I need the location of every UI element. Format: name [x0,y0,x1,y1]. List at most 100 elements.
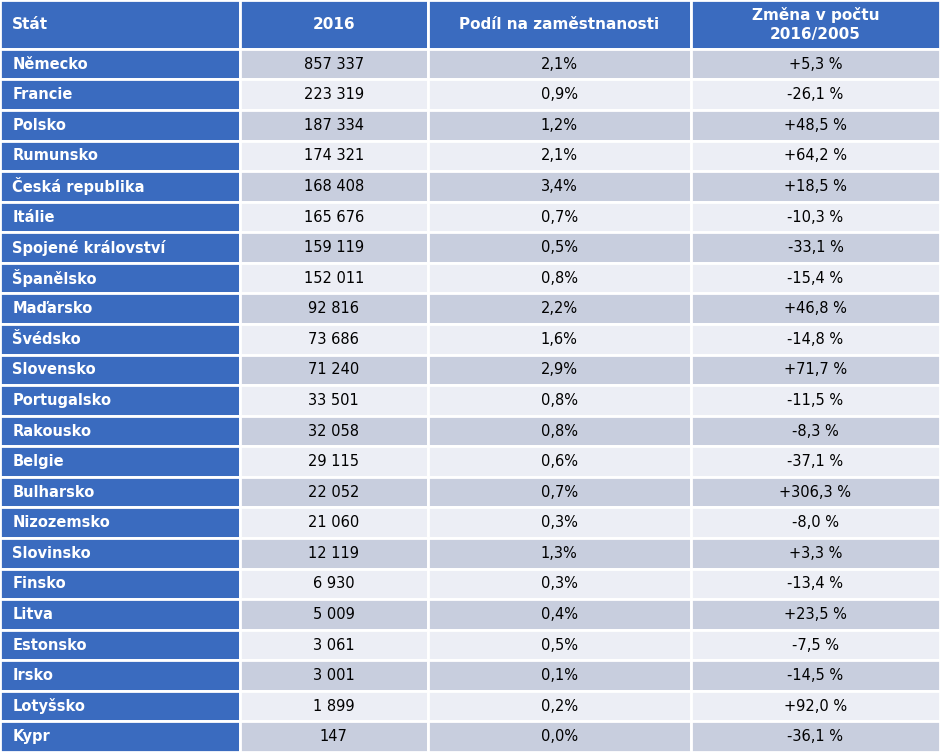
Text: Itálie: Itálie [12,210,55,225]
Text: +3,3 %: +3,3 % [789,546,842,561]
Text: 1,6%: 1,6% [540,332,578,347]
Bar [240,0,428,49]
Text: 2,2%: 2,2% [540,302,578,317]
Text: 0,2%: 0,2% [540,699,578,714]
Bar [240,569,428,599]
Text: 0,8%: 0,8% [540,393,578,408]
Bar [691,569,940,599]
Bar [0,324,240,355]
Bar [691,385,940,416]
Text: -8,3 %: -8,3 % [792,423,838,438]
Bar [691,293,940,324]
Bar [691,202,940,232]
Text: 2,9%: 2,9% [540,362,578,378]
Text: 168 408: 168 408 [304,179,364,194]
Bar [691,49,940,80]
Bar [0,385,240,416]
Bar [691,446,940,477]
Bar [240,232,428,263]
Text: Změna v počtu
2016/2005: Změna v počtu 2016/2005 [752,8,879,42]
Text: -15,4 %: -15,4 % [788,271,843,286]
Bar [691,232,940,263]
Text: Belgie: Belgie [12,454,64,469]
Bar [240,141,428,171]
Bar [0,80,240,110]
Text: -26,1 %: -26,1 % [788,87,843,102]
Bar [240,508,428,538]
Text: 223 319: 223 319 [304,87,364,102]
Bar [0,0,240,49]
Bar [691,508,940,538]
Bar [240,721,428,752]
Bar [428,141,691,171]
Bar [240,49,428,80]
Bar [428,80,691,110]
Bar [0,171,240,202]
Text: 33 501: 33 501 [308,393,359,408]
Text: +18,5 %: +18,5 % [784,179,847,194]
Bar [0,691,240,721]
Text: 5 009: 5 009 [313,607,354,622]
Text: -14,5 %: -14,5 % [788,668,843,683]
Bar [240,293,428,324]
Text: Švédsko: Švédsko [12,332,81,347]
Text: 857 337: 857 337 [304,56,364,71]
Bar [691,355,940,385]
Bar [240,202,428,232]
Text: 3 001: 3 001 [313,668,354,683]
Text: Maďarsko: Maďarsko [12,302,92,317]
Text: Portugalsko: Portugalsko [12,393,111,408]
Bar [0,141,240,171]
Bar [428,569,691,599]
Bar [428,599,691,629]
Text: 165 676: 165 676 [304,210,364,225]
Text: -13,4 %: -13,4 % [788,576,843,591]
Text: -36,1 %: -36,1 % [788,729,843,744]
Text: -8,0 %: -8,0 % [792,515,839,530]
Bar [240,171,428,202]
Bar [0,538,240,569]
Text: 22 052: 22 052 [308,484,359,499]
Bar [0,263,240,293]
Text: Německo: Německo [12,56,87,71]
Bar [428,416,691,446]
Bar [0,721,240,752]
Bar [691,324,940,355]
Bar [691,80,940,110]
Text: 187 334: 187 334 [304,118,364,133]
Text: 0,0%: 0,0% [540,729,578,744]
Bar [428,263,691,293]
Text: 0,3%: 0,3% [540,515,578,530]
Bar [0,660,240,691]
Bar [0,508,240,538]
Text: 2,1%: 2,1% [540,148,578,163]
Bar [240,80,428,110]
Bar [691,538,940,569]
Text: 21 060: 21 060 [308,515,359,530]
Text: 0,5%: 0,5% [540,240,578,255]
Bar [691,171,940,202]
Bar [0,293,240,324]
Text: +64,2 %: +64,2 % [784,148,847,163]
Bar [240,477,428,508]
Text: Bulharsko: Bulharsko [12,484,94,499]
Text: 0,9%: 0,9% [540,87,578,102]
Bar [240,110,428,141]
Text: Slovinsko: Slovinsko [12,546,91,561]
Text: 6 930: 6 930 [313,576,354,591]
Bar [428,385,691,416]
Bar [428,202,691,232]
Bar [428,508,691,538]
Text: 12 119: 12 119 [308,546,359,561]
Text: +48,5 %: +48,5 % [784,118,847,133]
Bar [691,110,940,141]
Text: Irsko: Irsko [12,668,53,683]
Bar [691,263,940,293]
Text: Francie: Francie [12,87,72,102]
Bar [428,538,691,569]
Text: 1,2%: 1,2% [540,118,578,133]
Text: 0,6%: 0,6% [540,454,578,469]
Text: 0,7%: 0,7% [540,210,578,225]
Bar [428,691,691,721]
Bar [240,629,428,660]
